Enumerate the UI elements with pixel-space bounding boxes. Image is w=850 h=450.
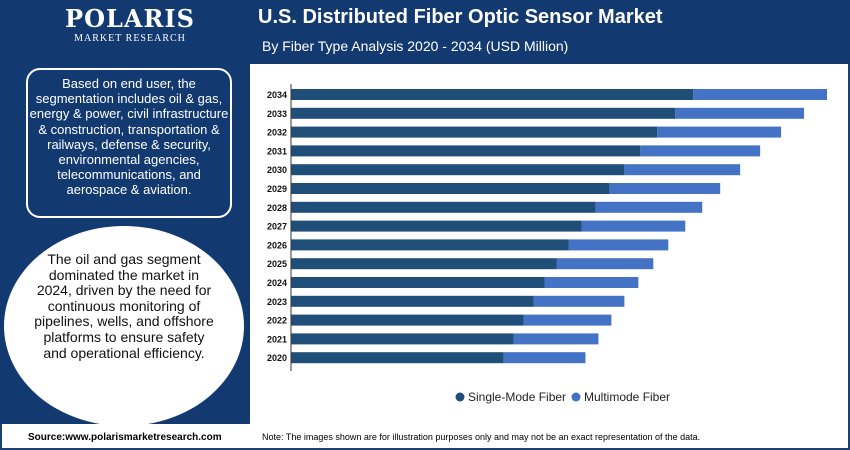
y-tick-label-2033: 2033 — [267, 109, 287, 119]
bar-single-mode-2030 — [291, 164, 625, 176]
bar-multimode-2033 — [675, 107, 805, 119]
y-tick-label-2030: 2030 — [267, 165, 287, 175]
y-tick-label-2028: 2028 — [267, 203, 287, 213]
bar-multimode-2027 — [581, 220, 686, 232]
bar-single-mode-2028 — [291, 201, 596, 213]
legend-marker-multimode — [571, 392, 581, 402]
bar-multimode-2029 — [609, 183, 721, 194]
bar-multimode-2032 — [657, 126, 782, 138]
legend-label-single-mode: Single-Mode Fiber — [468, 390, 566, 404]
bar-multimode-2025 — [556, 258, 654, 270]
bar-single-mode-2023 — [291, 295, 534, 307]
legend: Single-Mode Fiber Multimode Fiber — [455, 390, 670, 404]
bar-multimode-2021 — [513, 333, 599, 345]
bar-single-mode-2034 — [291, 89, 694, 100]
source-text: Source:www.polarismarketresearch.com — [28, 432, 222, 443]
brand-name: POLARIS — [65, 4, 195, 33]
bar-multimode-2022 — [523, 314, 612, 326]
y-tick-label-2032: 2032 — [267, 128, 287, 138]
bar-single-mode-2025 — [291, 258, 557, 270]
header-bar — [0, 0, 850, 64]
y-tick-label-2021: 2021 — [267, 334, 287, 344]
segmentation-box: Based on end user, the segmentation incl… — [26, 68, 232, 218]
bar-multimode-2028 — [595, 201, 703, 213]
bar-multimode-2020 — [503, 352, 586, 364]
bar-single-mode-2032 — [291, 126, 658, 138]
chart-title: U.S. Distributed Fiber Optic Sensor Mark… — [258, 6, 663, 28]
bar-single-mode-2021 — [291, 333, 514, 345]
bar-multimode-2031 — [640, 145, 761, 157]
y-tick-label-2024: 2024 — [267, 278, 287, 288]
bar-chart: 2034 2033 2032 2031 2030 2029 2028 2027 2026 2025… — [267, 84, 828, 404]
y-tick-label-2029: 2029 — [267, 184, 287, 194]
y-tick-label-2020: 2020 — [267, 353, 287, 363]
y-tick-label-2031: 2031 — [267, 146, 287, 156]
y-tick-label-2027: 2027 — [267, 222, 287, 232]
y-tick-label-2025: 2025 — [267, 259, 287, 269]
disclaimer-note: Note: The images shown are for illustrat… — [262, 432, 701, 442]
bar-single-mode-2033 — [291, 107, 676, 119]
brand-tagline: MARKET RESEARCH — [74, 33, 186, 44]
chart-subtitle: By Fiber Type Analysis 2020 - 2034 (USD … — [262, 38, 569, 54]
bars-group — [291, 89, 828, 364]
legend-label-multimode: Multimode Fiber — [584, 390, 670, 404]
bar-multimode-2030 — [624, 164, 741, 176]
y-tick-label-2023: 2023 — [267, 297, 287, 307]
y-tick-label-2022: 2022 — [267, 316, 287, 326]
bar-multimode-2023 — [533, 295, 625, 307]
bar-single-mode-2031 — [291, 145, 641, 157]
y-tick-label-2026: 2026 — [267, 240, 287, 250]
bar-single-mode-2022 — [291, 314, 524, 326]
bar-single-mode-2020 — [291, 352, 504, 364]
bar-multimode-2034 — [693, 89, 828, 100]
bar-single-mode-2027 — [291, 220, 582, 232]
legend-marker-single-mode — [455, 392, 465, 402]
bar-single-mode-2026 — [291, 239, 569, 251]
y-tick-label-2034: 2034 — [267, 90, 287, 100]
bar-single-mode-2024 — [291, 277, 545, 288]
bar-multimode-2024 — [544, 277, 639, 288]
bar-single-mode-2029 — [291, 183, 610, 194]
bar-multimode-2026 — [568, 239, 669, 251]
insight-text: The oil and gas segment dominated the ma… — [34, 251, 214, 361]
insight-circle — [4, 226, 244, 426]
brand-logo: POLARIS MARKET RESEARCH — [60, 4, 200, 45]
y-axis-labels: 2034 2033 2032 2031 2030 2029 2028 2027 2026 2025… — [267, 90, 287, 363]
